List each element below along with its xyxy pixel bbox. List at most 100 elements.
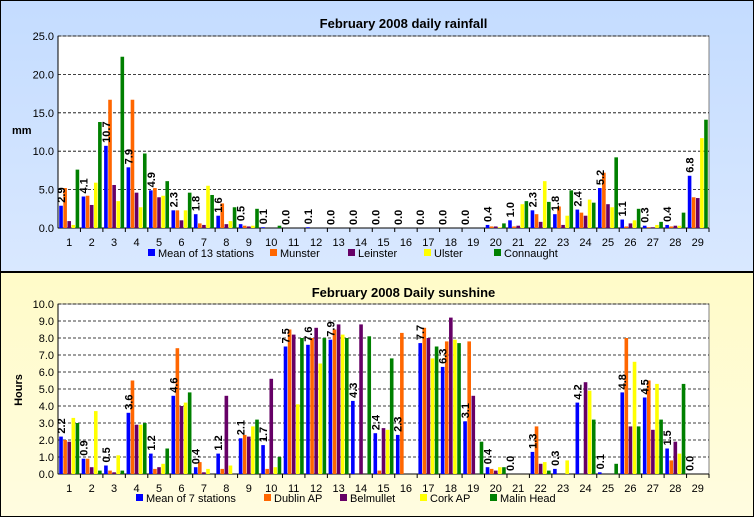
bar-2-day-2 [85,458,90,474]
data-label: 0.4 [483,206,495,222]
data-label: 0.4 [483,448,495,464]
x-tick-label: 14 [355,237,367,249]
bar-3-day-22 [538,221,543,228]
bar-2-day-26 [624,338,629,474]
bar-1-day-18 [440,366,445,474]
x-tick-label: 7 [201,237,207,249]
y-tick-label: 4.0 [39,401,54,413]
bar-4-day-7 [206,468,210,474]
bar-3-day-20 [493,226,498,228]
bar-5-day-6 [187,192,192,228]
bar-4-day-22 [542,181,547,228]
chart-title: February 2008 Daily sunshine [312,285,496,300]
bar-4-day-22 [542,462,547,474]
legend-entry: Dublin AP [274,493,322,505]
bar-1-day-28 [665,224,669,228]
x-tick-label: 15 [377,237,389,249]
bar-2-day-9 [242,225,247,228]
legend-swatch [424,249,431,256]
bar-3-day-20 [493,470,498,474]
bar-2-day-1 [63,188,67,228]
bar-4-day-2 [93,182,98,228]
bar-5-day-22 [547,201,551,228]
legend-swatch [264,494,271,501]
y-axis-label: mm [12,125,32,137]
bar-4-day-23 [565,215,569,228]
bar-2-day-22 [534,214,539,228]
bar-4-day-24 [587,199,592,228]
x-tick-label: 1 [66,483,72,495]
bar-2-day-4 [130,99,135,229]
bar-5-day-18 [457,343,461,474]
bar-2-day-20 [489,226,494,228]
x-tick-label: 18 [445,483,457,495]
x-tick-label: 12 [310,483,322,495]
x-tick-label: 15 [377,483,389,495]
bar-3-day-24 [583,382,588,474]
y-tick-label: 0.0 [39,469,54,481]
bar-2-day-7 [198,462,202,474]
bar-1-day-4 [126,167,131,228]
bar-3-day-18 [449,317,453,474]
bar-2-day-5 [153,468,157,474]
x-tick-label: 17 [422,237,434,249]
legend-swatch [420,494,427,501]
bar-5-day-23 [569,190,574,228]
bar-2-day-22 [534,426,539,474]
y-tick-label: 5.0 [39,384,54,396]
bar-2-day-5 [153,188,157,228]
x-tick-label: 14 [355,483,367,495]
y-tick-label: 6.0 [39,367,54,379]
legend-swatch [148,249,155,256]
data-label: 3.6 [123,395,135,410]
bar-4-day-4 [138,207,143,228]
bar-5-day-21 [524,201,529,228]
bar-1-day-27 [642,397,647,474]
bar-5-day-4 [142,153,147,228]
bar-3-day-3 [112,472,116,474]
bar-2-day-23 [557,206,561,228]
bar-5-day-29 [704,119,708,228]
bar-3-day-26 [628,426,633,474]
data-label: 0.1 [595,454,607,469]
bar-2-day-8 [220,203,225,228]
x-tick-label: 26 [624,483,636,495]
bar-3-day-28 [673,441,678,474]
legend-entry: Munster [280,248,320,260]
bar-5-day-2 [98,470,102,474]
data-label: 1.2 [213,435,225,450]
bar-1-day-8 [216,215,220,228]
bar-5-day-27 [659,419,663,474]
sunshine-chart: 0.01.02.03.04.05.06.07.08.09.010.0Februa… [13,285,710,505]
data-label: 6.3 [438,349,450,364]
bar-4-day-1 [71,224,76,228]
data-label: 4.9 [146,172,158,187]
bar-2-day-15 [377,470,382,474]
data-label: 0.3 [640,207,652,222]
data-label: 10.7 [101,121,113,142]
bar-5-day-15 [389,358,394,474]
bar-1-day-20 [485,467,490,474]
data-label: 0.4 [662,206,674,222]
data-label: 0.5 [236,206,248,221]
x-tick-label: 21 [512,483,524,495]
bar-2-day-10 [265,468,269,474]
x-tick-label: 27 [647,237,659,249]
bar-1-day-23 [553,468,557,474]
y-tick-label: 20.0 [33,69,54,81]
x-tick-label: 4 [134,237,140,249]
x-tick-label: 2 [89,483,95,495]
data-label: 0.0 [393,210,405,225]
bar-4-day-17 [430,358,435,474]
bar-3-day-25 [606,204,610,228]
bar-4-day-25 [610,207,614,228]
bar-5-day-7 [210,194,214,228]
bar-5-day-26 [636,426,641,474]
bar-5-day-19 [479,441,484,474]
bar-2-day-19 [467,341,471,474]
data-label: 0.0 [281,210,293,225]
bar-1-day-2 [81,196,86,228]
x-tick-label: 19 [467,237,479,249]
x-tick-label: 25 [602,483,614,495]
data-label: 2.1 [236,420,248,435]
